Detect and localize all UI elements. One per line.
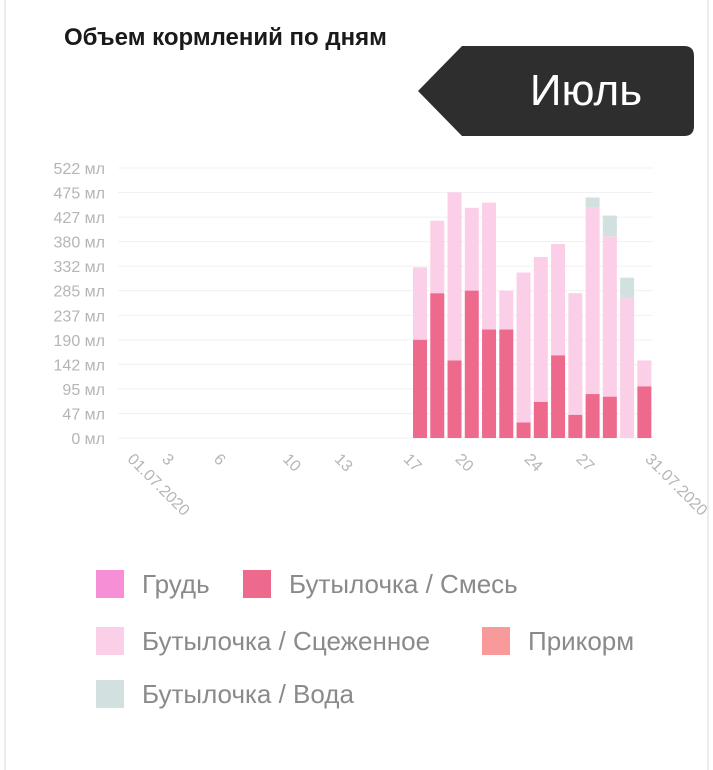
x-tick-label: 24	[521, 451, 546, 476]
y-tick-label: 332 мл	[54, 259, 105, 276]
bar-segment-expressed	[482, 202, 497, 330]
bar-segment-water	[620, 277, 635, 299]
legend-label-expressed: Бутылочка / Сцеженное	[142, 625, 431, 656]
legend-item-expressed: Бутылочка / Сцеженное	[96, 625, 430, 657]
bar-segment-formula	[568, 414, 583, 438]
y-tick-label: 522 мл	[54, 161, 105, 178]
y-tick-label: 380 мл	[54, 235, 105, 252]
bar-segment-expressed	[602, 236, 617, 397]
bar-segment-formula	[499, 329, 514, 438]
y-tick-label: 427 мл	[54, 210, 105, 227]
legend-label-formula: Бутылочка / Смесь	[289, 568, 518, 599]
bar-segment-expressed	[585, 207, 600, 395]
bar-segment-expressed	[568, 293, 583, 415]
frame-right-border	[707, 0, 709, 770]
bar-segment-formula	[413, 339, 428, 438]
legend-swatch-expressed	[96, 627, 124, 655]
x-tick-label: 20	[452, 451, 477, 476]
y-tick-label: 285 мл	[54, 284, 105, 301]
legend-item-solid: Прикорм	[482, 625, 634, 657]
bar-segment-expressed	[551, 244, 566, 356]
legend-label-breast: Грудь	[142, 568, 210, 599]
bar-segment-expressed	[499, 290, 514, 330]
y-tick-label: 190 мл	[54, 333, 105, 350]
bar-segment-formula	[602, 396, 617, 438]
bar-segment-formula	[637, 386, 652, 438]
x-tick-label: 27	[573, 451, 598, 476]
legend-item-breast: Грудь	[96, 568, 210, 600]
y-tick-label: 95 мл	[62, 382, 105, 399]
month-label: Июль	[529, 66, 643, 115]
bar-segment-formula	[585, 394, 600, 438]
y-tick-label: 237 мл	[54, 308, 105, 325]
legend-swatch-water	[96, 680, 124, 708]
month-selector[interactable]: Июль	[418, 46, 694, 136]
legend-item-water: Бутылочка / Вода	[96, 678, 354, 710]
chart-title: Объем кормлений по дням	[64, 24, 387, 51]
legend-item-formula: Бутылочка / Смесь	[243, 568, 518, 600]
legend-label-water: Бутылочка / Вода	[142, 678, 354, 709]
x-tick-label: 6	[210, 451, 228, 469]
x-tick-label: 13	[331, 451, 356, 476]
bar-segment-expressed	[413, 267, 428, 340]
legend-swatch-formula	[243, 570, 271, 598]
bar-segment-formula	[464, 290, 479, 438]
y-tick-label: 475 мл	[54, 186, 105, 203]
bar-segment-expressed	[516, 272, 531, 423]
bar-segment-formula	[551, 355, 566, 438]
month-tag-shape	[418, 46, 694, 136]
bar-segment-expressed	[447, 192, 462, 361]
x-tick-label: 3	[158, 451, 176, 469]
bar-segment-expressed	[430, 220, 445, 294]
x-tick-label: 01.07.2020	[124, 451, 193, 520]
y-tick-label: 142 мл	[54, 357, 105, 374]
bar-segment-expressed	[620, 298, 635, 438]
bar-segment-formula	[482, 329, 497, 438]
bar-segment-formula	[533, 401, 548, 438]
bar-segment-formula	[447, 360, 462, 438]
frame-left-border	[4, 0, 6, 770]
bar-segment-expressed	[533, 256, 548, 402]
y-tick-label: 47 мл	[62, 406, 105, 423]
legend-swatch-breast	[96, 570, 124, 598]
bar-segment-water	[602, 215, 617, 237]
legend-label-solid: Прикорм	[528, 625, 635, 656]
bar-segment-expressed	[464, 207, 479, 291]
bar-segment-expressed	[637, 360, 652, 387]
x-tick-label: 10	[279, 451, 304, 476]
bar-segment-water	[585, 197, 600, 208]
y-tick-label: 0 мл	[71, 431, 105, 448]
x-tick-label: 17	[400, 451, 425, 476]
x-tick-label: 31.07.2020	[642, 451, 711, 520]
legend-swatch-solid	[482, 627, 510, 655]
bar-segment-formula	[516, 422, 531, 438]
bar-segment-formula	[430, 293, 445, 438]
